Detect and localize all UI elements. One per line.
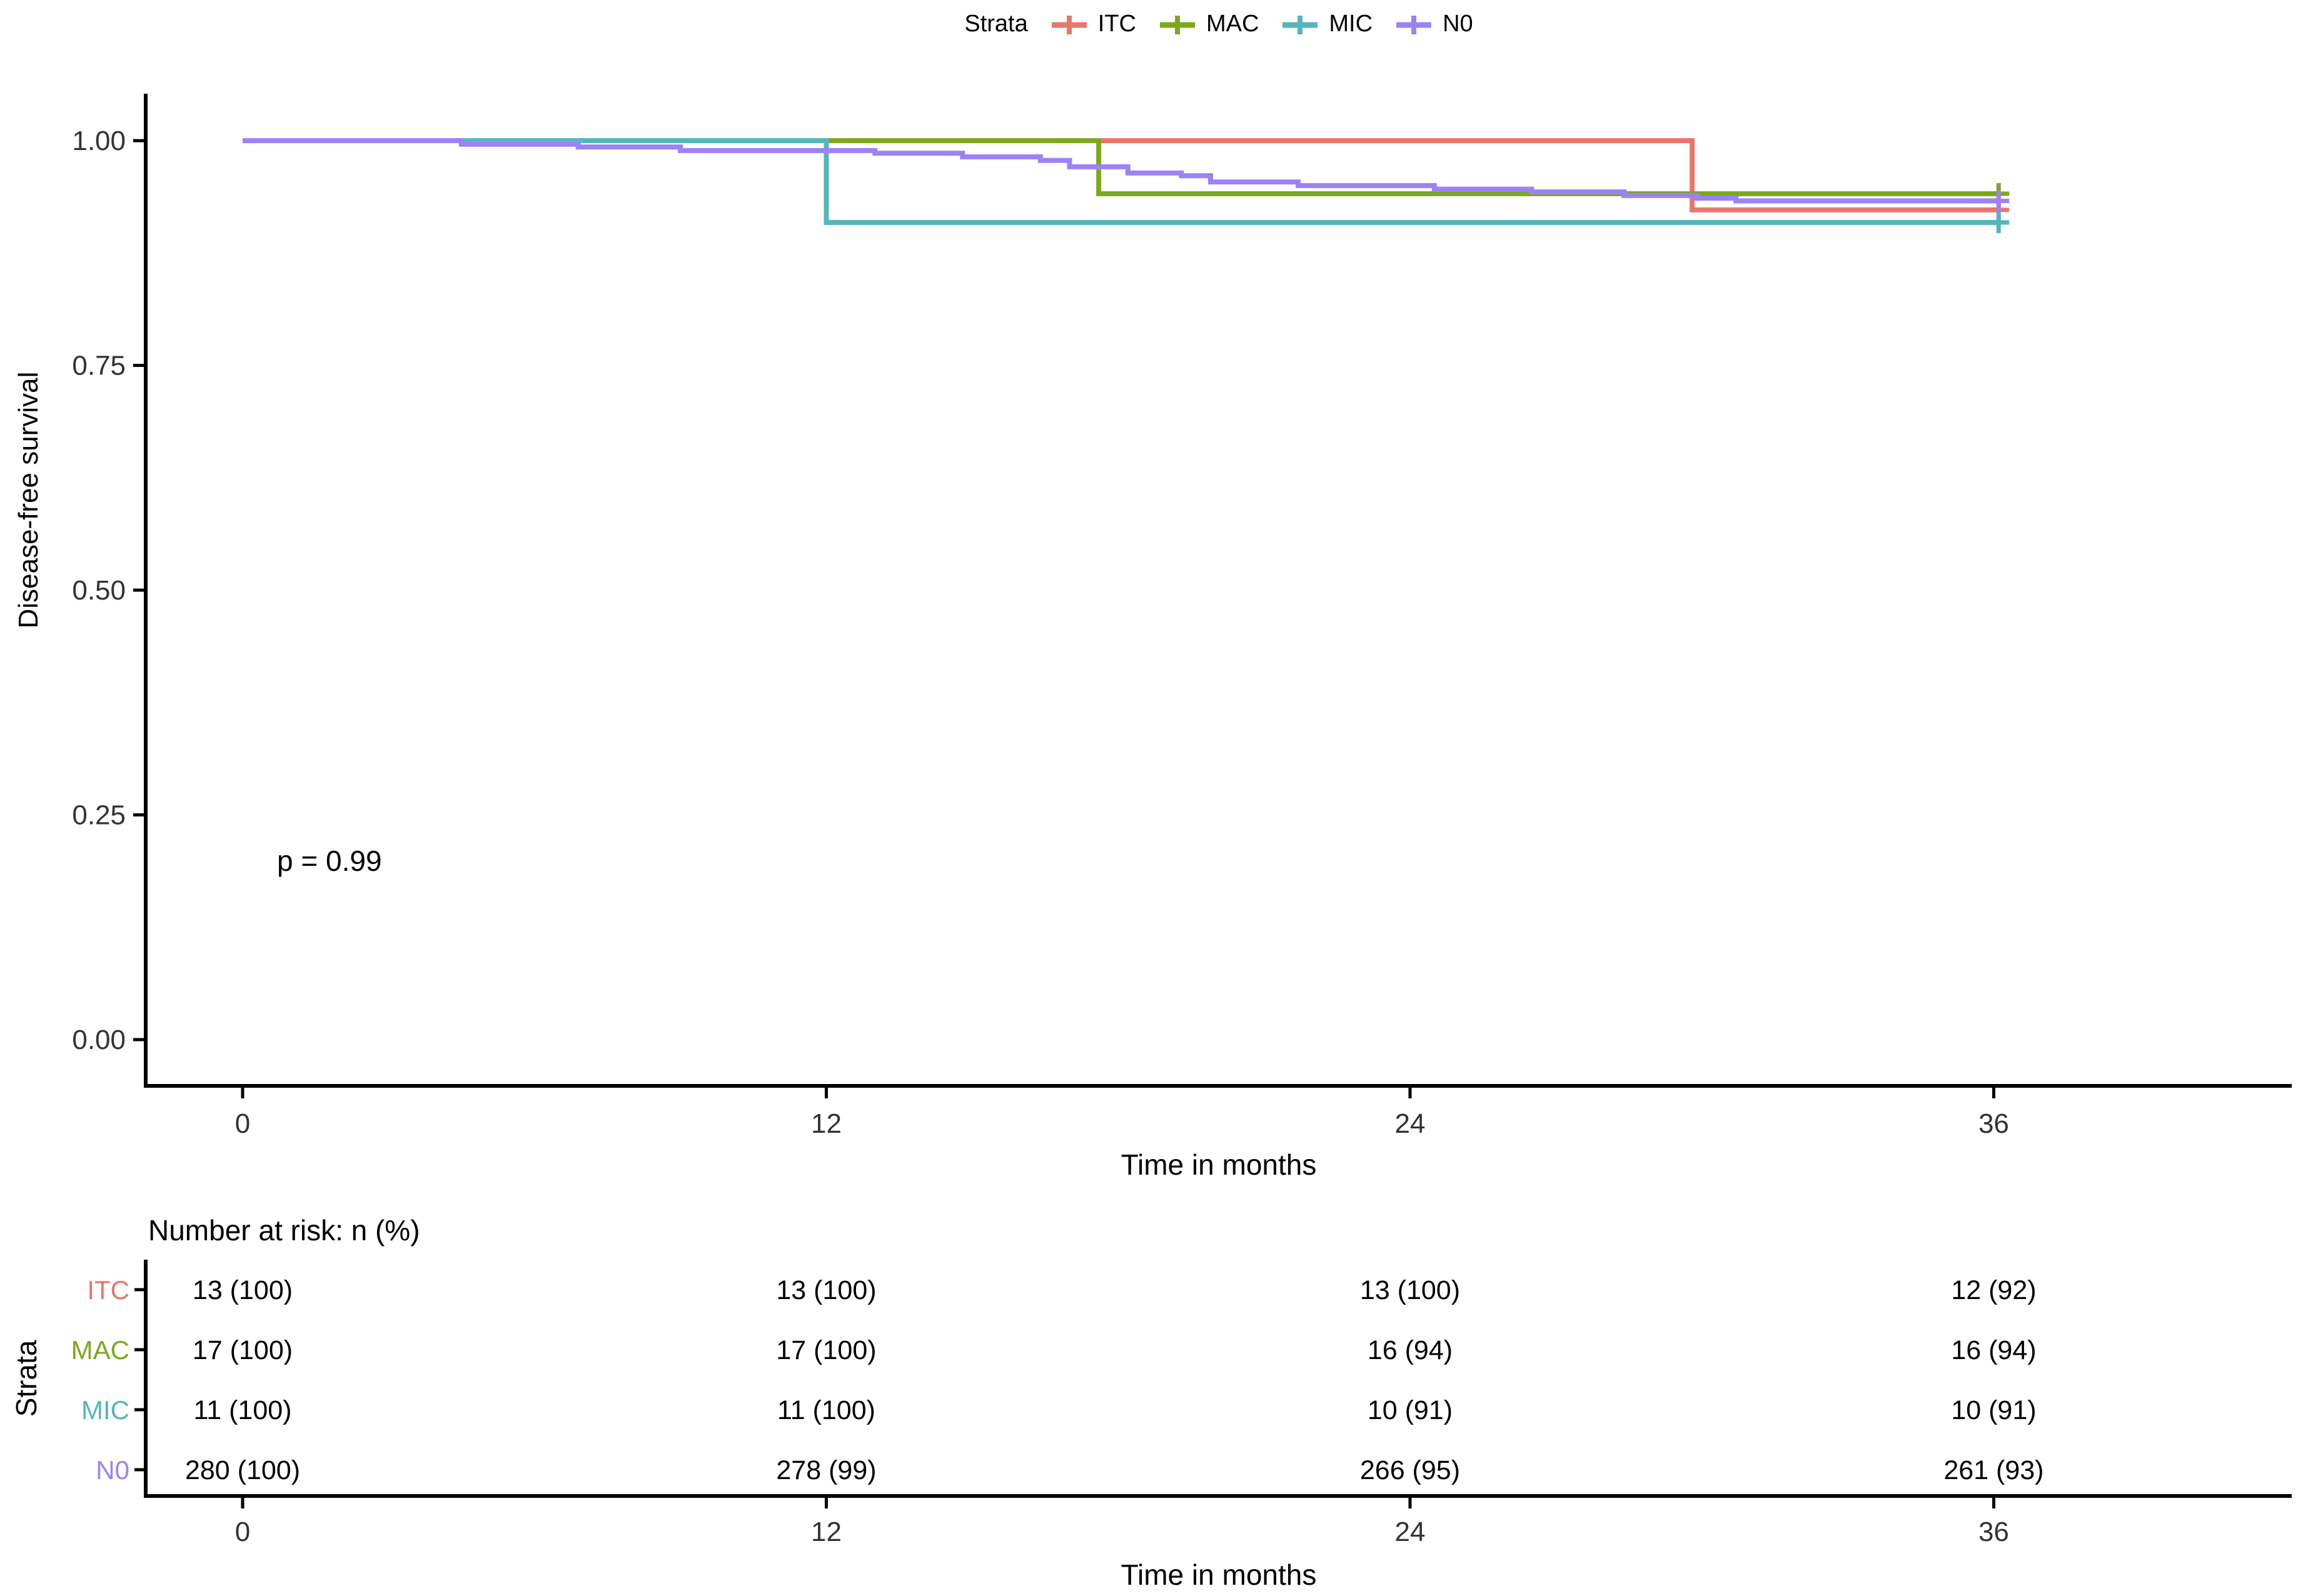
x-axis-title: Time in months: [1121, 1148, 1317, 1181]
p-value-annotation: p = 0.99: [277, 845, 382, 877]
legend-label-n0: N0: [1443, 10, 1473, 37]
y-tick-label: 0.00: [72, 1025, 126, 1055]
x-tick-label: 24: [1394, 1108, 1425, 1139]
legend-key-mac-icon: [1159, 16, 1195, 34]
y-axis-title: Disease-free survival: [13, 371, 44, 629]
risk-value: 16 (94): [1951, 1335, 2036, 1365]
risk-value: 278 (99): [776, 1455, 876, 1485]
risk-value: 10 (91): [1368, 1395, 1453, 1425]
risk-value: 266 (95): [1360, 1455, 1460, 1485]
table-x-tick-label: 12: [811, 1517, 842, 1547]
table-row-label-mic: MIC: [81, 1395, 129, 1425]
risk-value: 261 (93): [1943, 1455, 2043, 1485]
risk-value: 10 (91): [1951, 1395, 2036, 1425]
risk-value: 13 (100): [1360, 1275, 1460, 1305]
legend-item-n0: N0: [1394, 10, 1473, 38]
legend-label-itc: ITC: [1097, 10, 1136, 37]
x-tick-label: 0: [235, 1108, 250, 1139]
risk-table-title: Number at risk: n (%): [148, 1214, 420, 1247]
legend-key-itc-icon: [1051, 16, 1087, 34]
legend-label-mic: MIC: [1329, 10, 1373, 37]
risk-table-x-axis-title: Time in months: [1121, 1558, 1317, 1591]
risk-value: 11 (100): [777, 1395, 875, 1425]
x-tick-label: 36: [1978, 1108, 2009, 1139]
risk-value: 13 (100): [193, 1275, 293, 1305]
y-tick-label: 0.75: [72, 351, 126, 381]
risk-value: 17 (100): [193, 1335, 293, 1365]
table-row-label-itc: ITC: [87, 1275, 129, 1305]
risk-value: 12 (92): [1951, 1275, 2036, 1305]
legend-label-mac: MAC: [1206, 10, 1259, 37]
y-tick-label: 0.50: [72, 575, 126, 606]
risk-value: 17 (100): [776, 1335, 876, 1365]
risk-table-axis-title: Strata: [10, 1340, 43, 1417]
risk-value: 13 (100): [776, 1275, 876, 1305]
risk-value: 16 (94): [1368, 1335, 1453, 1365]
legend: Strata ITC MAC MIC N0: [146, 4, 2292, 44]
legend-key-mic-icon: [1283, 16, 1318, 34]
table-x-tick-label: 36: [1978, 1517, 2009, 1547]
legend-item-mac: MAC: [1157, 10, 1259, 38]
km-curve-mic: [243, 138, 1999, 225]
km-curve-n0: [243, 138, 1999, 204]
risk-value: 280 (100): [185, 1455, 300, 1485]
risk-value: 11 (100): [194, 1395, 292, 1425]
y-tick-label: 1.00: [72, 126, 126, 156]
table-row-label-mac: MAC: [71, 1335, 129, 1365]
legend-item-mic: MIC: [1280, 10, 1373, 38]
table-x-tick-label: 24: [1394, 1517, 1425, 1547]
legend-item-itc: ITC: [1049, 10, 1136, 38]
legend-key-n0-icon: [1396, 16, 1432, 34]
table-row-label-n0: N0: [96, 1455, 129, 1485]
table-x-tick-label: 0: [235, 1517, 250, 1547]
y-tick-label: 0.25: [72, 800, 126, 831]
x-tick-label: 12: [811, 1108, 842, 1139]
legend-title: Strata: [964, 10, 1028, 37]
